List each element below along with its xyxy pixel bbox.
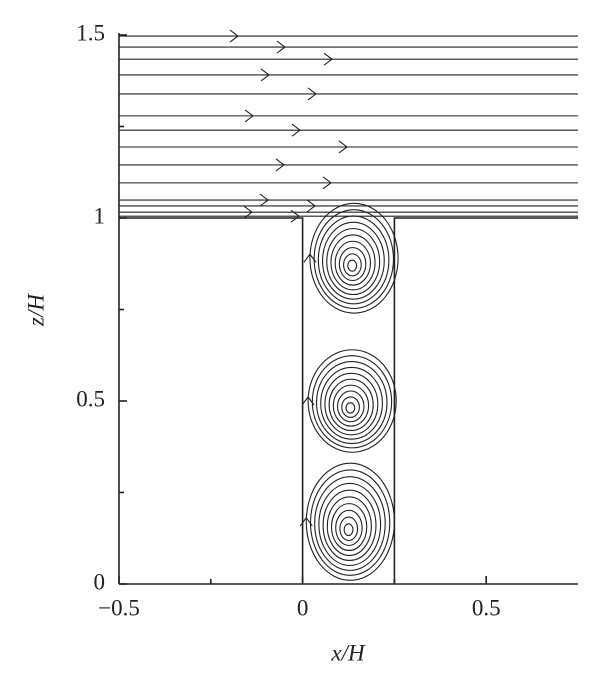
vortex-ring bbox=[305, 462, 395, 581]
vortex-ring bbox=[332, 384, 370, 427]
vortex-ring bbox=[339, 516, 359, 542]
vortex-ring bbox=[324, 372, 379, 436]
vortex-ring bbox=[328, 378, 374, 432]
vortex-ring bbox=[320, 366, 383, 440]
vortex-ring bbox=[335, 509, 363, 547]
vortex-ring bbox=[309, 469, 391, 576]
vortex-ring bbox=[345, 402, 356, 414]
vortex-ring bbox=[318, 482, 382, 566]
vortex bbox=[301, 349, 397, 453]
flow-arrow bbox=[306, 199, 316, 213]
vortex-ring bbox=[326, 228, 381, 296]
vortex-ring bbox=[337, 390, 365, 423]
flow-arrow bbox=[244, 109, 254, 123]
flow-arrow bbox=[323, 52, 333, 66]
y-axis-label: z/H bbox=[23, 293, 48, 327]
flow-arrow bbox=[299, 516, 313, 527]
flow-arrow bbox=[301, 396, 315, 406]
flow-arrow bbox=[303, 253, 317, 263]
x-tick-label: 0.5 bbox=[472, 595, 501, 620]
flow-arrow bbox=[338, 140, 348, 154]
vortex-ring bbox=[326, 496, 372, 557]
vortex-ring bbox=[315, 360, 388, 445]
vortex-ring bbox=[311, 355, 393, 449]
y-tick-label: 1 bbox=[94, 203, 106, 228]
vortex-ring bbox=[338, 247, 367, 282]
vortex-ring bbox=[330, 234, 376, 291]
vortex-ring bbox=[317, 215, 390, 305]
y-tick-label: 1.5 bbox=[76, 20, 105, 45]
flow-arrow bbox=[322, 176, 332, 190]
vortex-ring bbox=[347, 259, 358, 272]
flow-arrow bbox=[291, 123, 301, 137]
vortex bbox=[299, 462, 395, 581]
vortex-ring bbox=[343, 523, 354, 537]
vortex-ring bbox=[322, 221, 385, 300]
vortex-ring bbox=[341, 396, 360, 418]
x-tick-label: −0.5 bbox=[98, 595, 140, 620]
flow-arrow bbox=[290, 209, 300, 223]
vortex-ring bbox=[330, 503, 368, 552]
vortex bbox=[303, 202, 399, 314]
vortex-ring bbox=[309, 202, 399, 314]
vortex-ring bbox=[343, 253, 362, 277]
flow-arrow bbox=[275, 158, 285, 172]
vortex-ring bbox=[322, 489, 377, 561]
y-tick-label: 0 bbox=[94, 569, 106, 594]
flow-arrow bbox=[307, 87, 317, 101]
vortex-ring bbox=[334, 240, 371, 286]
x-tick-label: 0 bbox=[297, 595, 309, 620]
x-axis-label: x/H bbox=[330, 640, 366, 665]
flow-arrow bbox=[260, 68, 270, 82]
flow-arrow bbox=[259, 193, 269, 207]
flow-arrow bbox=[276, 40, 286, 54]
y-tick-label: 0.5 bbox=[76, 386, 105, 411]
canyon-outline bbox=[119, 217, 578, 584]
vortex-ring bbox=[307, 349, 397, 453]
vortex-ring bbox=[314, 476, 386, 571]
vortex-ring bbox=[313, 209, 395, 310]
flow-arrow bbox=[229, 29, 239, 43]
